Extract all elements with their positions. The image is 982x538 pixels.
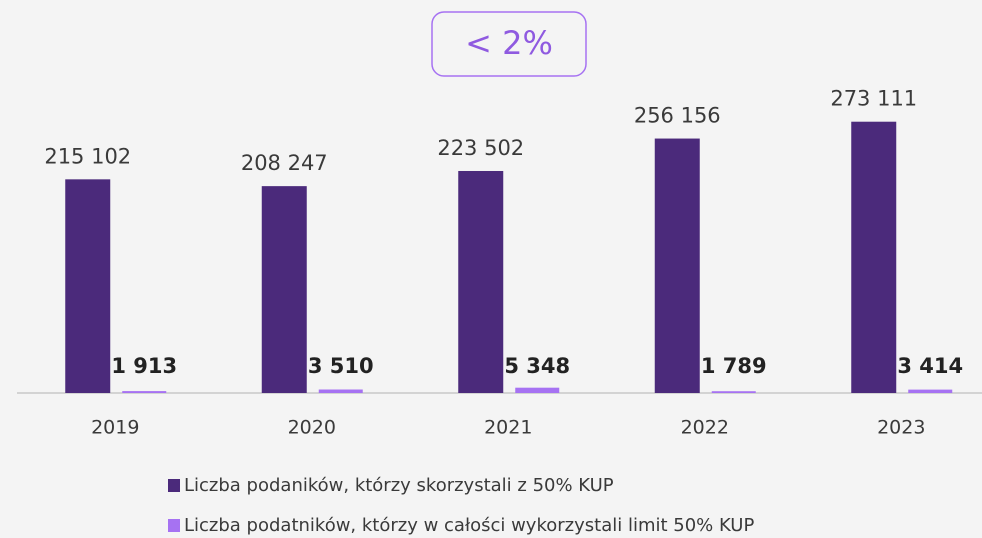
value-label: 256 156 <box>634 104 721 128</box>
legend-label: Liczba podaników, którzy skorzystali z 5… <box>184 475 614 496</box>
value-label: 1 789 <box>701 354 767 378</box>
bar <box>65 179 111 393</box>
value-label: 1 913 <box>111 354 177 378</box>
bar <box>851 121 897 393</box>
bar <box>122 391 167 393</box>
value-label: 215 102 <box>44 144 131 168</box>
bar <box>318 389 363 393</box>
value-label: 3 414 <box>897 354 963 378</box>
x-tick-label: 2020 <box>288 417 336 439</box>
legend-swatch <box>168 519 180 532</box>
legend-swatch <box>168 479 180 492</box>
bar <box>458 170 504 393</box>
bar <box>261 186 307 393</box>
x-tick-label: 2023 <box>877 417 925 439</box>
value-label: 273 111 <box>830 87 917 111</box>
bar <box>908 389 953 393</box>
x-tick-label: 2022 <box>681 417 729 439</box>
annotation: < 2% <box>465 24 553 62</box>
value-label: 223 502 <box>437 136 524 160</box>
x-tick-label: 2021 <box>484 417 532 439</box>
value-label: 3 510 <box>308 354 374 378</box>
annotation-box <box>431 11 587 77</box>
x-tick-label: 2019 <box>91 417 139 439</box>
bar <box>711 391 756 393</box>
legend-label: Liczba podatników, którzy w całości wyko… <box>184 515 754 536</box>
value-label: 5 348 <box>504 354 570 378</box>
value-label: 208 247 <box>241 151 328 175</box>
bar <box>654 138 700 393</box>
bar <box>515 387 560 393</box>
